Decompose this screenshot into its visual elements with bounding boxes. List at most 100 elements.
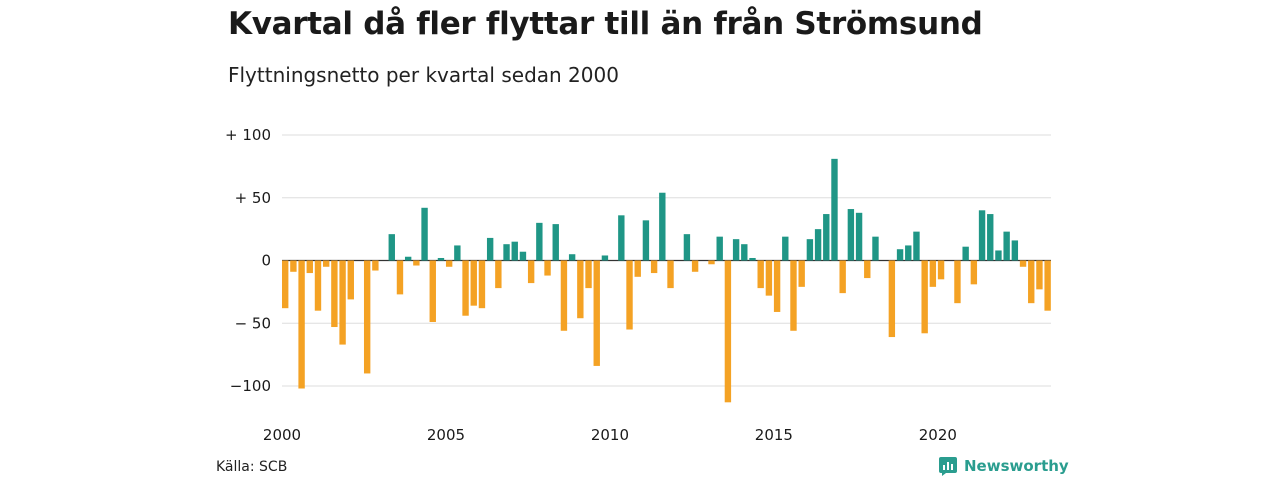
bar [519, 251, 527, 261]
bar [478, 260, 486, 309]
bar [462, 260, 469, 316]
bar [421, 207, 428, 261]
y-tick-label: − 50 [235, 314, 271, 332]
bar [937, 260, 945, 280]
bar [929, 260, 937, 287]
bar [978, 210, 986, 261]
bar [1028, 260, 1035, 304]
bar [962, 246, 969, 261]
bar [503, 244, 510, 261]
bar [626, 260, 633, 330]
bar [290, 260, 297, 272]
bar [511, 241, 518, 261]
bar [683, 234, 691, 261]
brand-logo: Newsworthy [938, 456, 1069, 476]
bar [314, 260, 322, 311]
bar [552, 224, 559, 261]
bar [372, 260, 379, 271]
bar [872, 236, 879, 261]
bar [339, 260, 346, 345]
bar [445, 260, 453, 267]
bar [708, 260, 715, 265]
bar [864, 260, 871, 279]
bar [896, 249, 904, 261]
bar [495, 260, 502, 289]
bar [831, 158, 838, 261]
bar [995, 250, 1002, 261]
bar [1044, 260, 1051, 311]
bar [757, 260, 764, 289]
bar [716, 236, 723, 261]
bar [732, 239, 740, 261]
brand-name: Newsworthy [964, 457, 1069, 475]
bar [601, 255, 609, 261]
bar [855, 212, 863, 261]
bar [454, 245, 461, 261]
bar [634, 260, 641, 277]
bar [618, 215, 625, 261]
bar [544, 260, 551, 276]
bar [1036, 260, 1043, 290]
bar [642, 220, 650, 261]
y-tick-label: 0 [261, 252, 271, 270]
newsworthy-icon [939, 457, 957, 476]
bar [1011, 240, 1019, 261]
bar [782, 236, 789, 261]
bar [577, 260, 584, 319]
bar [282, 260, 289, 309]
bar [765, 260, 773, 296]
x-axis-ticks: 2000 2005 2010 2015 2020 [263, 426, 957, 444]
bar [413, 260, 420, 266]
bar [806, 239, 814, 261]
bar [749, 257, 756, 261]
bar [913, 231, 920, 261]
y-tick-label: −100 [230, 377, 271, 395]
bar [773, 260, 781, 312]
bar [404, 256, 412, 261]
bar [798, 260, 805, 287]
bar [1003, 231, 1010, 261]
y-tick-label: + 100 [225, 126, 271, 144]
bar [839, 260, 846, 294]
bar [331, 260, 338, 328]
x-tick-label: 2015 [755, 426, 793, 444]
bar [691, 260, 699, 272]
bar [593, 260, 600, 366]
chart-subtitle: Flyttningsnetto per kvartal sedan 2000 [228, 63, 619, 87]
x-tick-label: 2000 [263, 426, 301, 444]
bar [486, 237, 494, 261]
bar [306, 260, 313, 274]
source-note: Källa: SCB [216, 459, 288, 475]
bar [298, 260, 305, 389]
bar [568, 254, 576, 261]
bar [536, 222, 543, 261]
bar [650, 260, 658, 274]
bar [847, 209, 855, 261]
bar [388, 234, 395, 261]
y-tick-label: + 50 [235, 189, 271, 207]
bar [823, 214, 830, 261]
bar [322, 260, 330, 267]
x-tick-label: 2010 [591, 426, 629, 444]
y-axis-ticks: + 100 + 50 0 − 50 −100 [225, 126, 271, 395]
bars [282, 158, 1051, 403]
bar [659, 192, 666, 261]
bar [954, 260, 961, 304]
bar [888, 260, 896, 338]
bar [363, 260, 371, 374]
x-tick-label: 2005 [427, 426, 465, 444]
bar [667, 260, 674, 289]
bar [724, 260, 732, 403]
x-tick-label: 2020 [919, 426, 957, 444]
bar [970, 260, 978, 285]
bar [437, 257, 445, 261]
bar [527, 260, 535, 284]
bar [396, 260, 404, 295]
bar [347, 260, 354, 300]
bar [987, 214, 994, 261]
bar [585, 260, 592, 289]
chart-title: Kvartal då fler flyttar till än från Str… [228, 6, 983, 42]
bar [921, 260, 928, 334]
bar [741, 244, 748, 261]
